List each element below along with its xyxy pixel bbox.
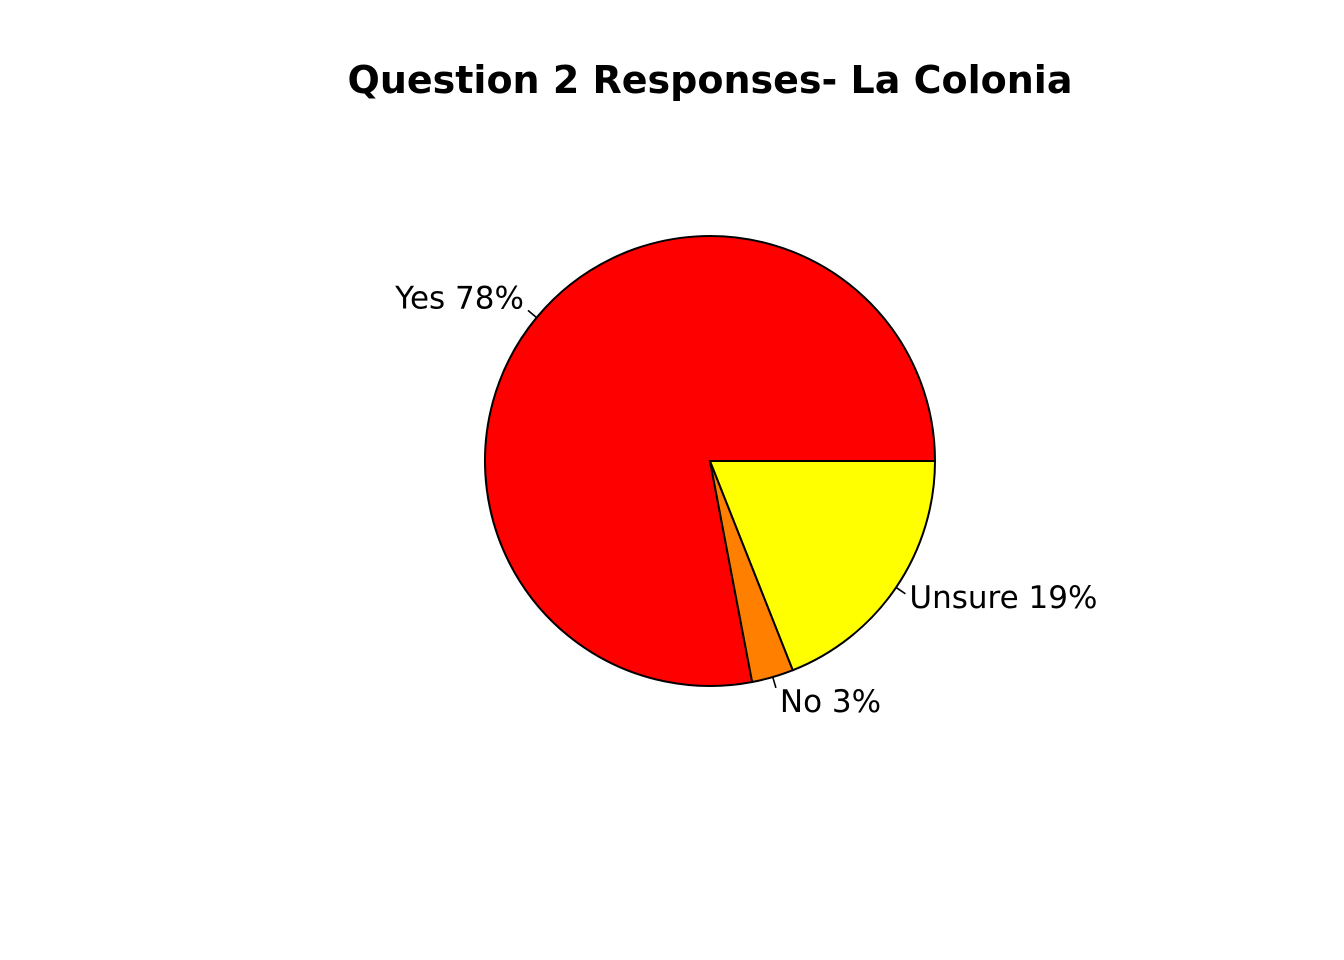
leader-line-no — [772, 676, 777, 689]
pie-label-no: No 3% — [780, 684, 881, 720]
pie-leader-lines — [527, 309, 906, 689]
pie-slices — [484, 235, 937, 687]
pie-label-yes: Yes 78% — [394, 280, 524, 316]
pie-labels: Yes 78% No 3% Unsure 19% — [394, 280, 1097, 719]
leader-line-yes — [527, 309, 538, 319]
chart-title: Question 2 Responses- La Colonia — [348, 58, 1073, 102]
leader-line-unsure — [895, 586, 906, 595]
pie-label-unsure: Unsure 19% — [909, 580, 1097, 616]
